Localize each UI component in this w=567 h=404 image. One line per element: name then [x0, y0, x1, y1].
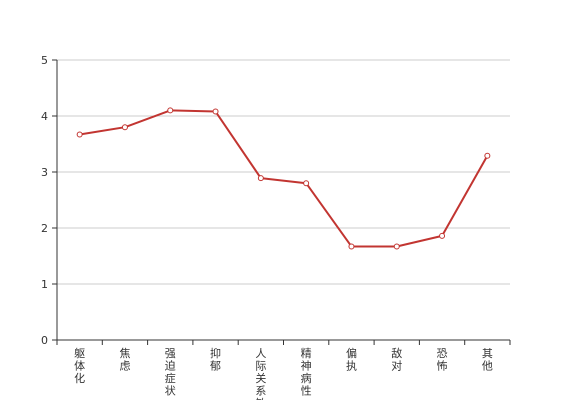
x-tick-label: 恐怖	[437, 347, 448, 373]
x-tick-label: 偏执	[346, 346, 357, 373]
x-tick-label: 人际关系敏感	[255, 347, 266, 400]
y-tick-label: 5	[41, 54, 48, 67]
series-line	[79, 109, 489, 248]
data-point	[76, 131, 83, 138]
data-point	[303, 180, 310, 187]
data-point	[393, 243, 400, 250]
data-point	[257, 175, 264, 182]
data-point	[484, 152, 491, 159]
x-tick-label: 敌对	[391, 346, 402, 373]
y-tick-label: 0	[41, 334, 48, 347]
x-tick-label: 强迫症状	[165, 347, 176, 398]
x-tick-label: 抑郁	[210, 346, 221, 373]
series-layer	[76, 107, 491, 250]
tick-labels: 0 1 2 3 4 5 躯体化 焦虑 强迫症状 抑郁 人际关系敏感 精神病性 偏执 敌对 恐怖 其他	[41, 54, 493, 404]
x-tick-label: 其他	[482, 347, 493, 373]
y-tick-label: 1	[41, 278, 48, 291]
x-tick-label: 焦虑	[119, 347, 130, 373]
x-tick-label: 躯体化	[74, 347, 85, 385]
data-point	[167, 107, 174, 114]
axes	[52, 59, 511, 345]
x-tick-label: 精神病性	[301, 347, 312, 398]
y-tick-label: 2	[41, 222, 48, 235]
data-point	[121, 124, 128, 131]
data-point	[212, 108, 219, 115]
y-tick-label: 3	[41, 166, 48, 179]
grid-lines	[57, 59, 510, 285]
data-point	[439, 232, 446, 239]
data-point	[348, 243, 355, 250]
y-tick-label: 4	[41, 110, 48, 123]
